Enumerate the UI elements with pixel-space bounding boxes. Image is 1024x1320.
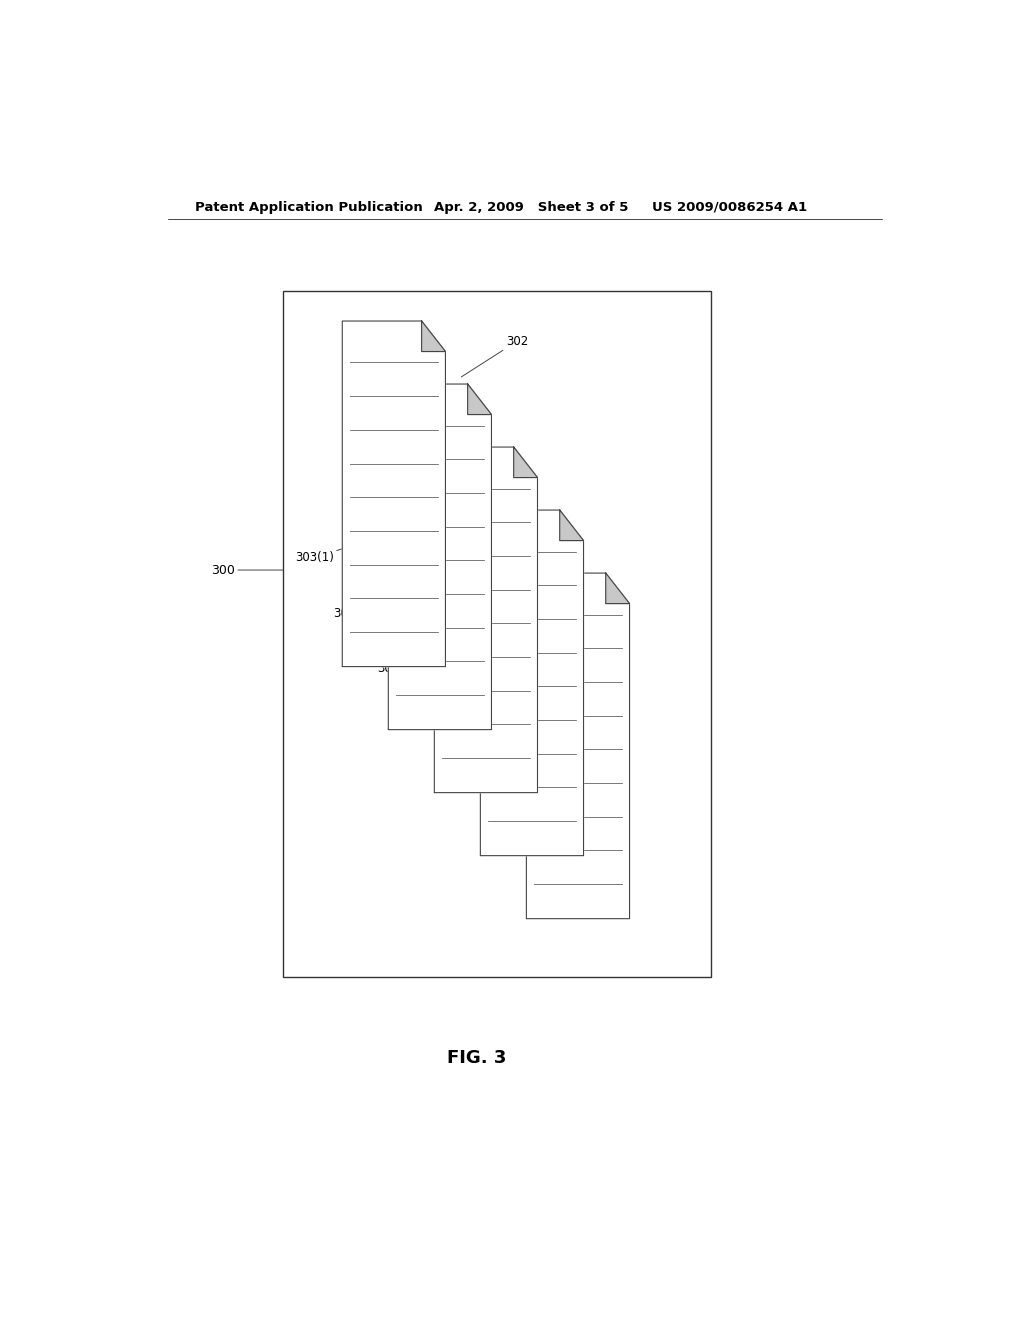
Polygon shape xyxy=(560,510,584,541)
Bar xyxy=(283,290,712,977)
Text: Patent Application Publication: Patent Application Publication xyxy=(196,201,423,214)
Polygon shape xyxy=(434,447,538,792)
Text: Apr. 2, 2009   Sheet 3 of 5: Apr. 2, 2009 Sheet 3 of 5 xyxy=(433,201,628,214)
Text: FIG. 3: FIG. 3 xyxy=(447,1049,507,1067)
Text: 303(5): 303(5) xyxy=(463,762,532,775)
Text: 300: 300 xyxy=(211,564,283,577)
Polygon shape xyxy=(606,573,630,603)
Text: US 2009/0086254 A1: US 2009/0086254 A1 xyxy=(652,201,807,214)
Polygon shape xyxy=(468,384,492,414)
Polygon shape xyxy=(514,447,538,478)
Text: 301: 301 xyxy=(355,345,377,384)
Polygon shape xyxy=(342,321,445,667)
Polygon shape xyxy=(422,321,445,351)
Polygon shape xyxy=(480,510,584,855)
Text: 303(2): 303(2) xyxy=(333,607,394,620)
Polygon shape xyxy=(388,384,492,730)
Text: 303(3): 303(3) xyxy=(377,663,440,675)
Text: 303(4): 303(4) xyxy=(421,713,486,726)
Text: 303(1): 303(1) xyxy=(295,546,348,565)
Polygon shape xyxy=(526,573,630,919)
Text: 302: 302 xyxy=(461,335,528,378)
